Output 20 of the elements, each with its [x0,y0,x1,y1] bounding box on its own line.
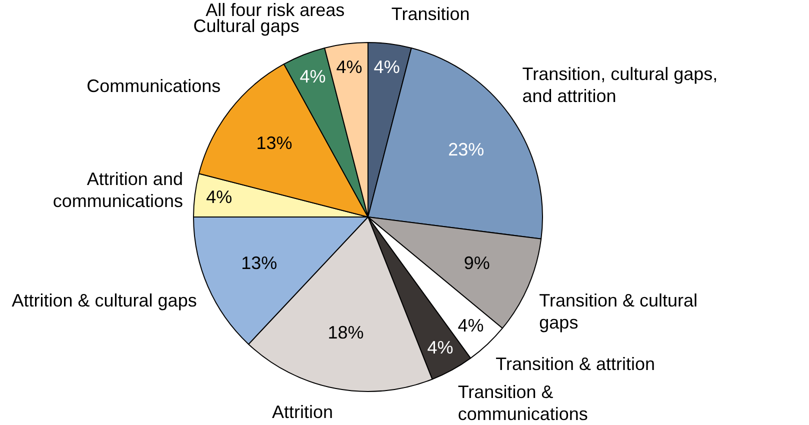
data-label: 4% [336,57,362,78]
slice-label: Transition & cultural gaps [539,290,698,333]
data-label: 18% [328,322,364,343]
data-label: 4% [458,315,484,336]
slice-label: Attrition & cultural gaps [12,290,197,311]
data-label: 4% [374,57,400,78]
slice-label: Transition [391,4,470,24]
slice-label: Communications [86,76,221,96]
slice-label: Transition & attrition [496,354,656,374]
data-label: 4% [206,187,232,208]
data-label: 13% [256,133,292,154]
data-label: 4% [300,66,326,86]
data-label: 9% [464,253,490,274]
slice-label: Attrition [272,402,334,422]
slice-label: Attrition and communications [52,169,183,212]
slice-label: Transition, cultural gaps, and attrition [522,64,718,106]
data-label: 23% [448,139,484,160]
data-label: 4% [427,337,454,358]
slice-label: Transition & communications [458,382,588,424]
data-label: 13% [241,253,278,274]
